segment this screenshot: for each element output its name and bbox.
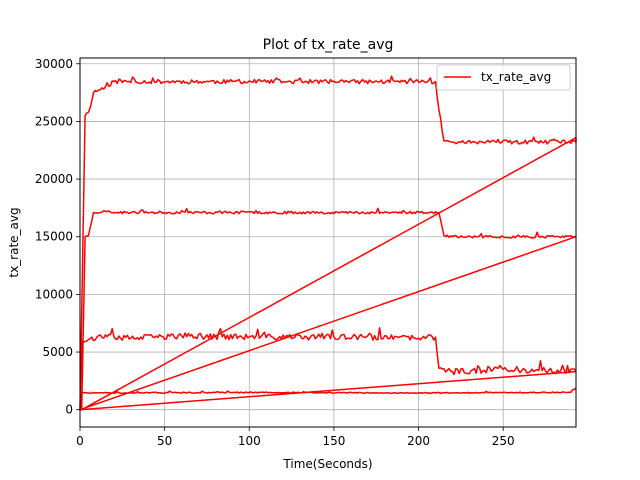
axes-frame (79, 57, 577, 428)
y-tick-label: 25000 (35, 114, 73, 128)
y-tick-label: 15000 (35, 230, 73, 244)
legend-entry: tx_rate_avg (481, 70, 551, 84)
y-tick-label: 20000 (35, 172, 73, 186)
legend: tx_rate_avg (436, 64, 571, 91)
y-tick-label: 10000 (35, 287, 73, 301)
y-tick-label: 30000 (35, 57, 73, 71)
ticks: 0 50 100 150 200 250 0 5000 10000 15000 20000 25000… (35, 57, 515, 448)
x-tick-label: 0 (76, 434, 84, 448)
series-line-tx-rate-avg (79, 75, 577, 411)
legend-box (436, 64, 571, 91)
y-tick-label: 0 (65, 403, 73, 417)
x-tick-label: 100 (238, 434, 261, 448)
y-axis-label: tx_rate_avg (7, 207, 21, 277)
x-axis-label: Time(Seconds) (282, 457, 372, 471)
x-tick-label: 50 (157, 434, 172, 448)
y-tick-label: 5000 (42, 345, 73, 359)
x-tick-label: 150 (322, 434, 345, 448)
series-layer (79, 75, 577, 411)
x-tick-label: 200 (407, 434, 430, 448)
x-tick-label: 250 (492, 434, 515, 448)
chart-title: Plot of tx_rate_avg (263, 37, 394, 53)
